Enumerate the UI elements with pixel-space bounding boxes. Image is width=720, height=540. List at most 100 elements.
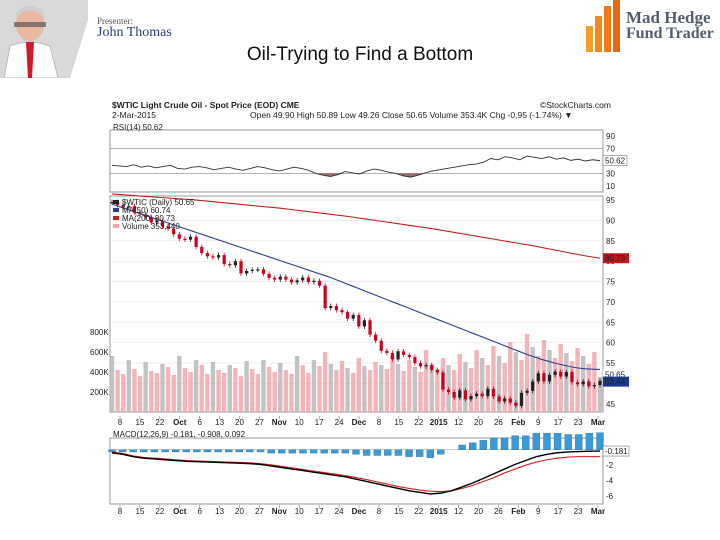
- rsi-y-tick: 10: [606, 182, 615, 191]
- volume-tick: 600K: [90, 348, 109, 357]
- volume-bar: [373, 362, 378, 412]
- volume-tick: 800K: [90, 328, 109, 337]
- x-tick-label: 12: [454, 507, 463, 516]
- volume-bar: [121, 374, 126, 412]
- x-tick-label: Oct: [173, 507, 187, 516]
- price-candle: [374, 334, 378, 341]
- volume-bar: [435, 369, 440, 412]
- volume-bar: [322, 352, 328, 412]
- x-tick-label: 6: [197, 507, 202, 516]
- legend-entry: MA(200) 80.73: [122, 214, 175, 223]
- rsi-panel: RSI(14) 50.62 9070503010 50.62: [109, 123, 628, 193]
- ma50-line: [111, 203, 601, 371]
- price-y-tick: 95: [606, 196, 615, 205]
- price-candle: [497, 396, 501, 402]
- macd-histogram-bar: [352, 449, 360, 455]
- legend-entry: $WTIC (Daily) 50.65: [122, 198, 195, 207]
- volume-bar: [289, 374, 294, 412]
- x-tick-label: 15: [135, 507, 144, 516]
- price-candle: [256, 269, 260, 271]
- x-tick-label: 17: [554, 418, 563, 427]
- price-candle: [295, 280, 299, 283]
- price-candle: [536, 373, 540, 382]
- macd-histogram-bar: [362, 449, 371, 456]
- price-candle: [368, 320, 372, 335]
- x-tick-label: 17: [315, 418, 324, 427]
- rsi-y-tick: 70: [606, 145, 615, 154]
- volume-bar: [193, 360, 199, 412]
- price-candle: [183, 238, 187, 240]
- volume-bar: [564, 353, 569, 412]
- price-candle: [172, 228, 176, 235]
- macd-histogram-bar: [129, 449, 137, 453]
- volume-bar: [536, 356, 541, 412]
- price-candle: [278, 276, 282, 280]
- logo-line-2: Fund Trader: [626, 25, 714, 42]
- volume-bar: [294, 356, 300, 412]
- x-tick-label: 17: [554, 507, 563, 516]
- presenter-name: John Thomas: [97, 25, 172, 40]
- x-tick-label: 26: [494, 418, 503, 427]
- price-candle: [188, 236, 193, 240]
- presenter-block: Presenter: John Thomas: [97, 16, 172, 40]
- macd-label: MACD(12,26,9) -0.181, -0.908, 0.092: [113, 430, 246, 439]
- price-candle: [362, 320, 367, 327]
- price-candle: [205, 253, 209, 257]
- price-candle: [166, 226, 170, 229]
- rsi-y-tick: 90: [606, 132, 615, 141]
- macd-histogram-bar: [203, 449, 212, 453]
- macd-histogram-bar: [500, 437, 509, 450]
- macd-histogram-bar: [575, 434, 583, 450]
- price-y-tick: 85: [606, 237, 615, 246]
- price-candle: [463, 390, 467, 400]
- volume-bar: [300, 365, 305, 412]
- price-candle: [435, 370, 439, 373]
- x-tick-label: 8: [377, 507, 382, 516]
- x-tick-label: Dec: [352, 507, 367, 516]
- price-candle: [301, 277, 305, 281]
- price-candle: [155, 220, 159, 223]
- rsi-y-tick: 30: [606, 169, 615, 178]
- volume-bar: [199, 365, 204, 412]
- price-candle: [564, 372, 568, 377]
- close-tag: 50.65: [605, 370, 626, 379]
- volume-bar: [137, 376, 143, 412]
- price-candle: [587, 381, 591, 387]
- x-tick-label: Oct: [173, 418, 187, 427]
- presenter-photo-graphic: [0, 0, 88, 79]
- price-candle: [503, 398, 507, 402]
- volume-bar: [356, 358, 362, 412]
- volume-bar: [569, 361, 575, 412]
- price-y-tick: 65: [606, 318, 615, 327]
- macd-histogram-bar: [596, 432, 604, 450]
- volume-bar: [311, 360, 317, 412]
- macd-histogram-bar: [458, 444, 466, 450]
- chart-source: ©StockCharts.com: [540, 100, 611, 110]
- price-y-tick: 60: [606, 339, 615, 348]
- x-tick-label: 27: [255, 507, 264, 516]
- volume-tick: 400K: [90, 368, 109, 377]
- price-candle: [345, 312, 350, 319]
- price-candle: [306, 277, 310, 282]
- price-candle: [334, 306, 338, 311]
- macd-histogram-bar: [172, 449, 180, 453]
- price-candle: [127, 206, 131, 208]
- macd-y-tick: -6: [606, 492, 614, 501]
- price-candle: [379, 340, 383, 351]
- price-candle: [177, 234, 181, 239]
- close-tag-bg: [603, 369, 629, 380]
- price-candle: [452, 392, 456, 398]
- x-tick-label: 10: [295, 507, 304, 516]
- price-candle: [312, 280, 316, 282]
- x-tick-label: 17: [315, 507, 324, 516]
- macd-histogram-bar: [225, 449, 233, 453]
- volume-bar: [519, 360, 524, 412]
- price-candle: [424, 365, 428, 367]
- macd-tag-bg: [602, 445, 630, 457]
- price-candle: [446, 389, 451, 393]
- macd-histogram-bar: [320, 449, 328, 454]
- macd-histogram-bar: [108, 449, 116, 453]
- macd-histogram-bar: [256, 449, 265, 453]
- volume-bar: [362, 366, 367, 412]
- macd-histogram-bar: [405, 449, 413, 457]
